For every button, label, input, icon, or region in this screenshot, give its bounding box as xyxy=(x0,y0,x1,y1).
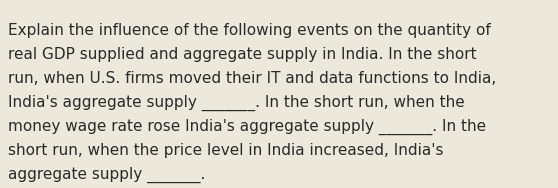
Text: run, when U.S. firms moved their IT and data functions to India,: run, when U.S. firms moved their IT and … xyxy=(8,71,497,86)
Text: real GDP supplied and aggregate supply in India. In the short: real GDP supplied and aggregate supply i… xyxy=(8,47,477,62)
Text: Explain the influence of the following events on the quantity of: Explain the influence of the following e… xyxy=(8,23,491,38)
Text: aggregate supply _______.: aggregate supply _______. xyxy=(8,167,206,183)
Text: short run, when the price level in India increased, India's: short run, when the price level in India… xyxy=(8,143,444,158)
Text: India's aggregate supply _______. In the short run, when the: India's aggregate supply _______. In the… xyxy=(8,95,465,111)
Text: money wage rate rose India's aggregate supply _______. In the: money wage rate rose India's aggregate s… xyxy=(8,119,487,135)
